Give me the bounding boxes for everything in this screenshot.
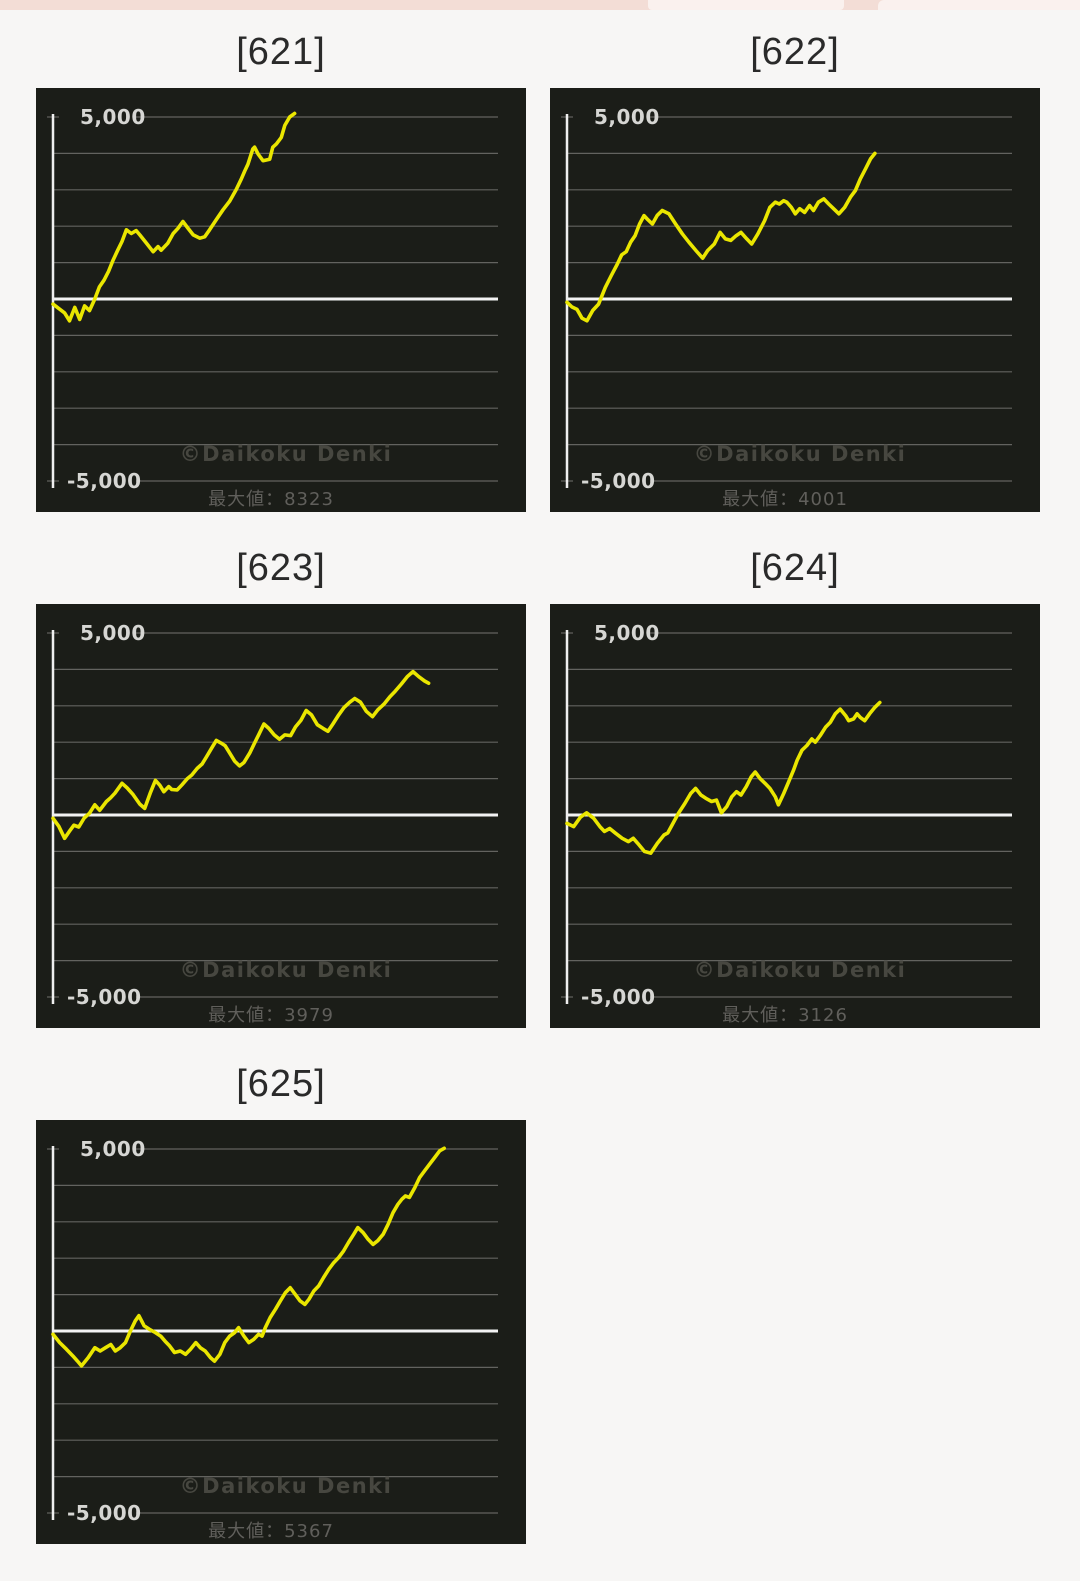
max-value-caption: 最大値：5367 [208,1521,334,1542]
chart-group: [621] 5,000 -5,000 ©Daikoku Denki 最大値：8323 [36,28,526,512]
y-max-label: 5,000 [594,621,660,645]
chart-group: [623] 5,000 -5,000 ©Daikoku Denki 最大値：3979 [36,544,526,1028]
chart-group: [622] 5,000 -5,000 ©Daikoku Denki 最大値：4001 [550,28,1040,512]
chart-title: [621] [236,31,326,73]
chart-svg: 5,000 -5,000 ©Daikoku Denki 最大値：3979 [47,621,498,1026]
slump-line [565,700,882,855]
chart-svg: 5,000 -5,000 ©Daikoku Denki 最大値：5367 [47,1137,498,1542]
chart-group: [624] 5,000 -5,000 ©Daikoku Denki 最大値：3126 [550,544,1040,1028]
slump-line [51,111,297,323]
chart-panel: 5,000 -5,000 ©Daikoku Denki 最大値：3126 [550,604,1040,1028]
chart-panel: 5,000 -5,000 ©Daikoku Denki 最大値：8323 [36,88,526,512]
max-value-caption: 最大値：3979 [208,1005,334,1026]
y-min-label: -5,000 [581,985,656,1009]
chart-title: [625] [236,1063,326,1105]
y-max-label: 5,000 [80,105,146,129]
charts-grid: [621] 5,000 -5,000 ©Daikoku Denki 最大値：8323 … [0,10,1080,1544]
max-value-caption: 最大値：3126 [722,1005,848,1026]
y-max-label: 5,000 [594,105,660,129]
chart-panel: 5,000 -5,000 ©Daikoku Denki 最大値：3979 [36,604,526,1028]
chart-title: [623] [236,547,326,589]
chart-svg: 5,000 -5,000 ©Daikoku Denki 最大値：8323 [47,105,498,510]
y-min-label: -5,000 [67,985,142,1009]
top-bar-highlight-right [878,0,1080,10]
chart-title: [622] [750,31,840,73]
y-max-label: 5,000 [80,621,146,645]
watermark: ©Daikoku Denki [180,958,393,982]
y-min-label: -5,000 [67,469,142,493]
watermark: ©Daikoku Denki [694,442,907,466]
chart-panel: 5,000 -5,000 ©Daikoku Denki 最大値：5367 [36,1120,526,1544]
max-value-caption: 最大値：4001 [722,489,848,510]
slump-line [565,151,877,323]
slump-line [51,1146,447,1368]
y-min-label: -5,000 [67,1501,142,1525]
y-min-label: -5,000 [581,469,656,493]
chart-svg: 5,000 -5,000 ©Daikoku Denki 最大値：4001 [561,105,1012,510]
watermark: ©Daikoku Denki [694,958,907,982]
top-bar-highlight-left [648,0,844,10]
chart-title: [624] [750,547,840,589]
watermark: ©Daikoku Denki [180,442,393,466]
chart-svg: 5,000 -5,000 ©Daikoku Denki 最大値：3126 [561,621,1012,1026]
chart-group: [625] 5,000 -5,000 ©Daikoku Denki 最大値：5367 [36,1060,526,1544]
chart-panel: 5,000 -5,000 ©Daikoku Denki 最大値：4001 [550,88,1040,512]
max-value-caption: 最大値：8323 [208,489,334,510]
y-max-label: 5,000 [80,1137,146,1161]
watermark: ©Daikoku Denki [180,1474,393,1498]
top-bar [0,0,1080,10]
slump-line [51,669,431,841]
